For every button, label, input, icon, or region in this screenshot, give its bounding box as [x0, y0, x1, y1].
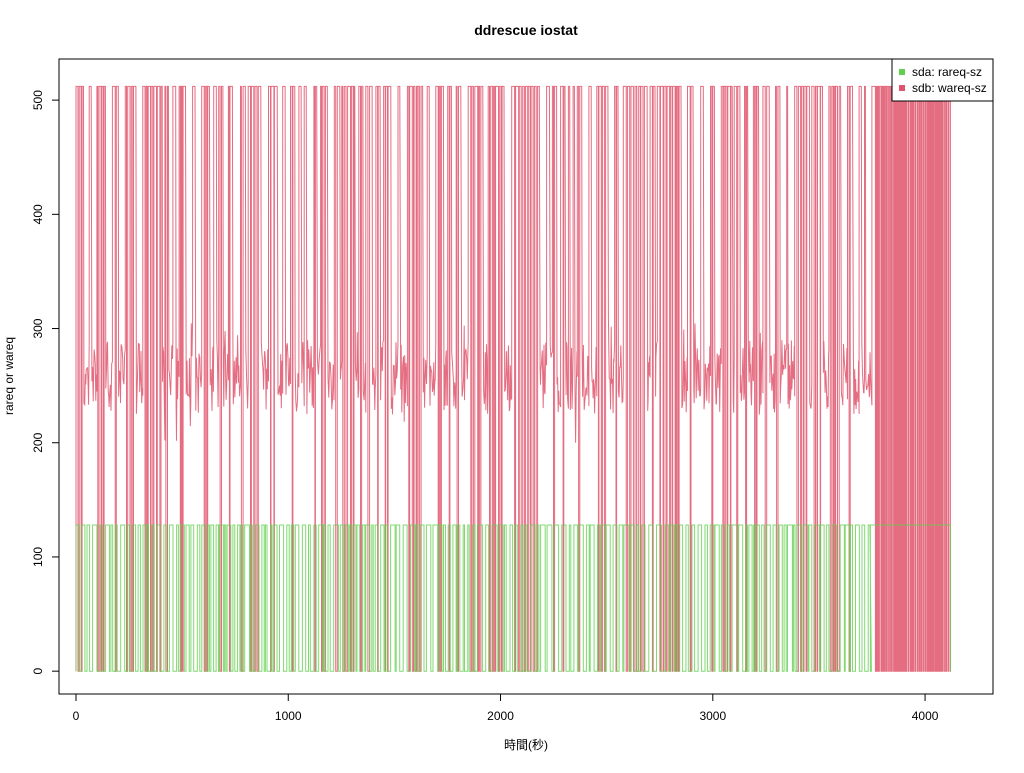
x-tick-label: 0: [73, 709, 80, 723]
chart-title: ddrescue iostat: [474, 22, 578, 38]
x-tick-label: 1000: [275, 709, 302, 723]
x-axis-label: 時間(秒): [504, 738, 548, 752]
y-tick-label: 300: [31, 318, 45, 338]
x-tick-label: 4000: [912, 709, 939, 723]
series-layer: [75, 85, 951, 672]
y-tick-label: 200: [31, 432, 45, 452]
y-axis: 0 100 200 300 400 500: [31, 90, 60, 675]
y-tick-label: 100: [31, 547, 45, 567]
legend: sda: rareq-sz sdb: wareq-sz: [891, 58, 994, 102]
x-tick-label: 3000: [699, 709, 726, 723]
legend-label-sda: sda: rareq-sz: [912, 65, 982, 79]
x-axis: 0 1000 2000 3000 4000: [73, 693, 939, 723]
x-tick-label: 2000: [487, 709, 514, 723]
legend-swatch-sda: [899, 69, 905, 75]
y-tick-label: 500: [31, 90, 45, 110]
series-line-sda: [75, 524, 951, 672]
y-axis-label: rareq or wareq: [2, 337, 16, 415]
legend-label-sdb: sdb: wareq-sz: [912, 81, 987, 95]
legend-swatch-sdb: [899, 85, 905, 91]
y-tick-label: 400: [31, 204, 45, 224]
legend-box: [891, 58, 994, 102]
y-tick-label: 0: [31, 668, 45, 675]
